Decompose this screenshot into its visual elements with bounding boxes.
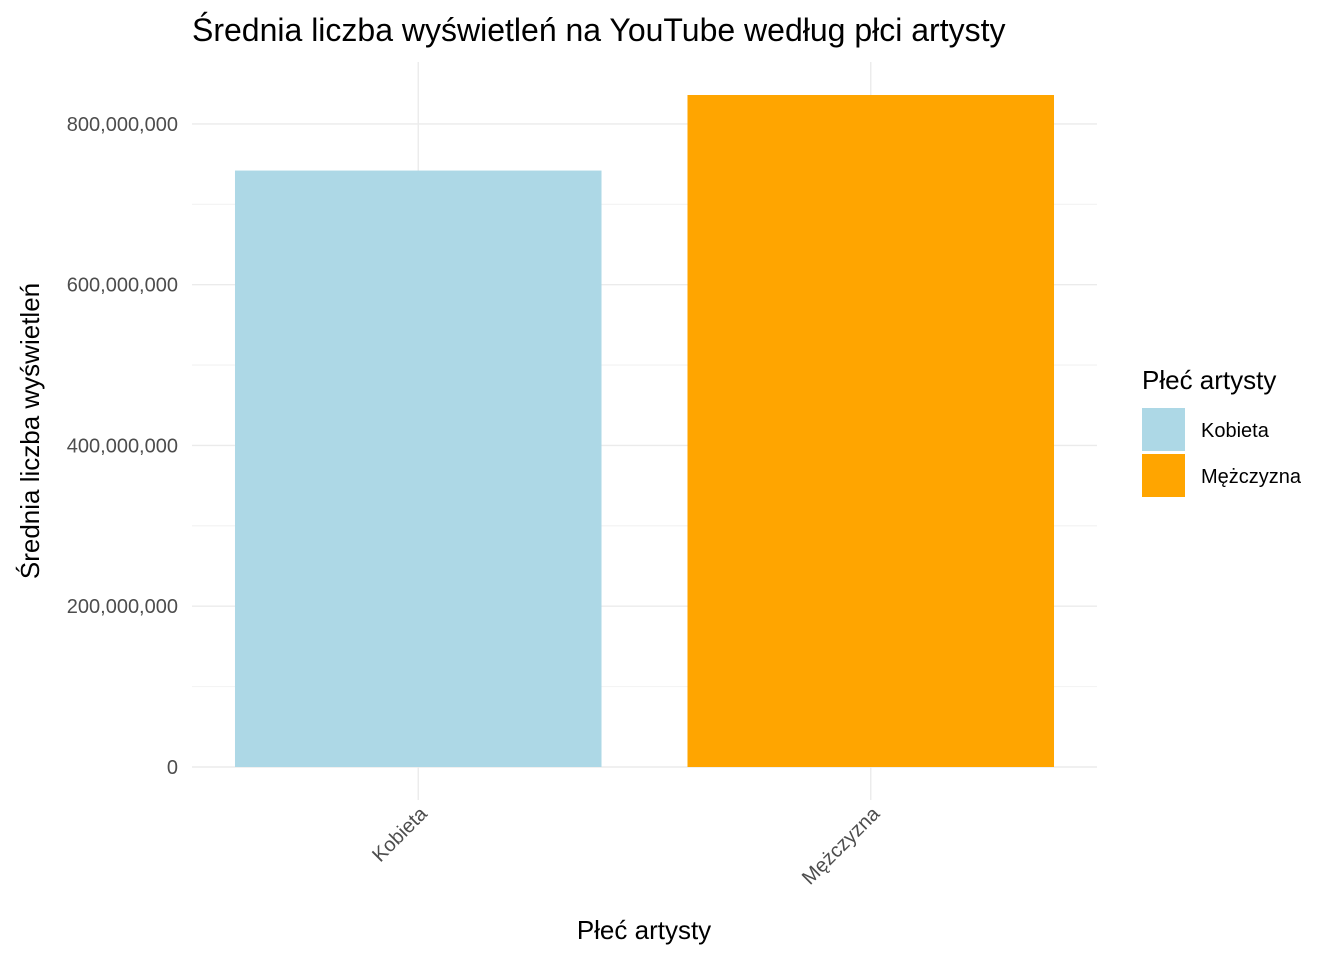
y-tick-label: 0 <box>167 757 178 779</box>
y-tick-label: 600,000,000 <box>67 275 178 297</box>
x-tick-label: Kobieta <box>368 802 432 866</box>
legend-title: Płeć artysty <box>1142 365 1276 395</box>
y-tick-label: 800,000,000 <box>67 114 178 136</box>
y-axis-ticks: 0 200,000,000 400,000,000 600,000,000 800,00… <box>67 114 178 779</box>
legend-label: Mężczyzna <box>1201 466 1302 488</box>
bar-0 <box>234 170 602 767</box>
y-axis-title: Średnia liczba wyświetleń <box>15 283 45 579</box>
x-tick-label: Mężczyzna <box>798 802 885 889</box>
legend-key <box>1142 408 1185 451</box>
legend-label: Kobieta <box>1201 420 1270 442</box>
legend: Płeć artysty Kobieta Mężczyzna <box>1142 365 1302 497</box>
legend-key <box>1142 454 1185 497</box>
bar-1 <box>687 95 1055 767</box>
x-axis-title: Płeć artysty <box>577 915 711 945</box>
chart-title: Średnia liczba wyświetleń na YouTube wed… <box>192 12 1005 48</box>
x-axis-ticks: Kobieta Mężczyzna <box>368 802 885 889</box>
y-tick-label: 200,000,000 <box>67 596 178 618</box>
bars <box>234 95 1055 767</box>
y-tick-label: 400,000,000 <box>67 435 178 457</box>
